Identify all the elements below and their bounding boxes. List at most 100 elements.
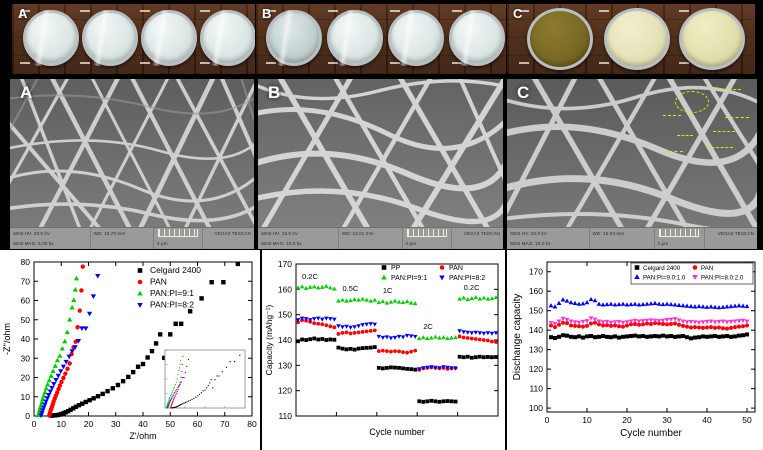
data-point [348, 298, 353, 303]
data-point [732, 303, 738, 308]
data-point [676, 302, 682, 307]
svg-text:40: 40 [21, 334, 31, 344]
data-point [413, 367, 418, 372]
data-point [677, 334, 681, 339]
data-point [439, 275, 445, 281]
data-point [744, 303, 750, 309]
data-point [728, 303, 734, 309]
data-point [737, 333, 741, 338]
data-point [725, 334, 729, 339]
data-point [69, 304, 75, 310]
data-point [616, 301, 622, 307]
data-point [324, 323, 329, 328]
data-point [360, 346, 365, 351]
data-point [692, 275, 698, 280]
svg-text:120: 120 [278, 386, 292, 396]
data-point [457, 354, 462, 359]
data-point [43, 385, 49, 391]
ruler-ticks [256, 4, 506, 74]
svg-text:Celgard 2400: Celgard 2400 [150, 265, 201, 275]
data-point [385, 349, 389, 354]
svg-text:PAN:PI=9:1: PAN:PI=9:1 [150, 288, 194, 298]
data-point [581, 324, 585, 329]
data-point [105, 388, 110, 394]
data-point [740, 318, 746, 323]
data-point [596, 319, 602, 324]
data-point [732, 319, 738, 324]
data-point [393, 349, 397, 354]
data-point [336, 332, 341, 336]
data-point [576, 301, 582, 306]
data-point [481, 338, 486, 342]
data-point [409, 349, 414, 354]
data-point [665, 322, 669, 327]
data-point [405, 366, 409, 371]
rate-annotation: 0.2C [302, 272, 318, 281]
data-point [397, 349, 401, 354]
legend: Celgard 2400 PAN PAN:PI=9.0:1.0 PAN:PI=8.0:… [630, 262, 754, 285]
svg-text:PAN: PAN [150, 277, 167, 287]
svg-text:PAN:PI=9.0:1.0: PAN:PI=9.0:1.0 [643, 275, 686, 282]
data-point [660, 301, 666, 307]
data-point [437, 335, 442, 340]
data-point [83, 399, 88, 405]
svg-text:60: 60 [21, 296, 31, 306]
dish-a3 [141, 9, 197, 67]
data-point [572, 300, 578, 305]
svg-text:20: 20 [622, 415, 632, 425]
data-point [401, 366, 405, 371]
data-point [568, 300, 574, 305]
dish-a1 [23, 9, 79, 67]
data-point [381, 265, 387, 270]
data-point [573, 335, 577, 340]
data-point [376, 334, 382, 339]
data-point [724, 320, 730, 325]
data-point [336, 324, 341, 329]
data-point [404, 333, 410, 338]
data-point [457, 334, 462, 339]
svg-text:160: 160 [529, 286, 543, 296]
data-point [494, 340, 498, 344]
data-point [713, 325, 717, 330]
data-point [494, 355, 498, 359]
data-point [580, 319, 586, 325]
data-point [685, 324, 689, 329]
svg-text:70: 70 [220, 419, 230, 429]
data-point [660, 318, 666, 323]
legend: PP PAN PAN:PI=9:1 PAN:PI=8:2 [381, 265, 485, 282]
data-point [304, 338, 308, 342]
sem-mag-a: SEM MAG: 5.00 kx [10, 238, 91, 249]
data-point [54, 357, 61, 363]
svg-text:50: 50 [742, 415, 752, 425]
data-point [396, 334, 402, 339]
data-point [315, 316, 321, 321]
data-point [644, 318, 650, 323]
data-point [605, 323, 609, 328]
data-point [744, 319, 750, 324]
svg-text:10: 10 [582, 415, 592, 425]
data-point [629, 334, 633, 339]
data-point [481, 295, 487, 300]
data-point [700, 304, 706, 309]
data-point [461, 295, 466, 300]
data-point [368, 328, 373, 333]
data-point [634, 265, 640, 270]
data-point [624, 302, 630, 307]
data-point [385, 365, 389, 370]
data-point [100, 391, 105, 397]
data-point [736, 303, 742, 308]
data-point [597, 334, 601, 339]
data-point [704, 304, 710, 309]
sem-scalebar-b [403, 228, 452, 239]
data-point [457, 329, 462, 334]
data-point [360, 323, 365, 328]
data-point [209, 280, 214, 285]
data-point [324, 316, 329, 321]
data-point [320, 337, 325, 341]
data-point [486, 355, 490, 359]
fiber-network-a [10, 79, 254, 227]
data-point [412, 301, 418, 306]
data-point [61, 375, 66, 381]
data-point [65, 366, 70, 372]
